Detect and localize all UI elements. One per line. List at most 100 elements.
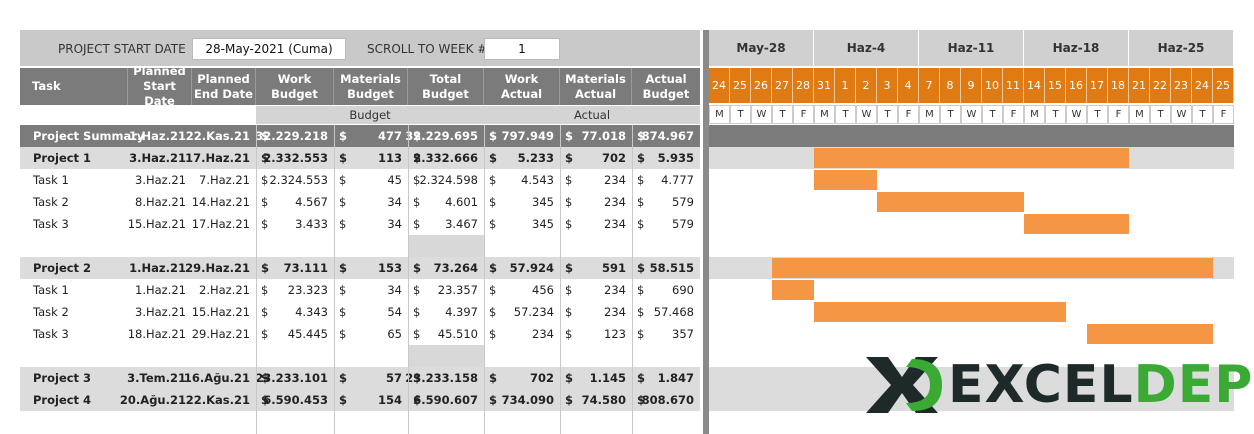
cell-start[interactable]: 1.Haz.21 bbox=[128, 125, 192, 147]
cell-end[interactable]: 29.Haz.21 bbox=[185, 257, 256, 279]
gantt-bar[interactable] bbox=[877, 192, 1024, 212]
cell-end[interactable]: 15.Haz.21 bbox=[192, 301, 256, 323]
cell-wa[interactable]: $5.233 bbox=[484, 147, 560, 169]
cell-tb[interactable]: $45.510 bbox=[408, 323, 484, 345]
cell-end[interactable]: 22.Kas.21 bbox=[186, 125, 256, 147]
cell-mb[interactable]: $154 bbox=[334, 389, 408, 411]
cell-wb[interactable]: $2.332.553 bbox=[256, 147, 334, 169]
cell-start[interactable]: 18.Haz.21 bbox=[128, 323, 192, 345]
cell-task[interactable]: Project 3 bbox=[20, 367, 128, 389]
cell-ma[interactable]: $591 bbox=[560, 257, 632, 279]
cell-end[interactable]: 17.Haz.21 bbox=[185, 147, 256, 169]
cell-task[interactable]: Task 1 bbox=[20, 169, 128, 191]
cell-ab[interactable]: $5.935 bbox=[632, 147, 700, 169]
cell-ab[interactable]: $808.670 bbox=[632, 389, 700, 411]
cell-ma[interactable]: $234 bbox=[560, 301, 632, 323]
cell-wa[interactable]: $797.949 bbox=[484, 125, 560, 147]
cell-tb[interactable]: $73.264 bbox=[408, 257, 484, 279]
cell-ab[interactable]: $1.847 bbox=[632, 367, 700, 389]
cell-ma[interactable]: $74.580 bbox=[560, 389, 632, 411]
cell-tb[interactable]: $23.357 bbox=[408, 279, 484, 301]
cell-mb[interactable]: $34 bbox=[334, 279, 408, 301]
cell-wa[interactable]: $702 bbox=[484, 367, 560, 389]
cell-wb[interactable]: $4.567 bbox=[256, 191, 334, 213]
cell-wb[interactable]: $3.433 bbox=[256, 213, 334, 235]
cell-mb[interactable]: $54 bbox=[334, 301, 408, 323]
cell-wa[interactable]: $345 bbox=[484, 191, 560, 213]
cell-start[interactable]: 3.Haz.21 bbox=[128, 169, 192, 191]
cell-tb[interactable]: $3.467 bbox=[408, 213, 484, 235]
cell-task[interactable]: Project 2 bbox=[20, 257, 128, 279]
cell-wa[interactable]: $345 bbox=[484, 213, 560, 235]
gantt-bar[interactable] bbox=[1087, 324, 1213, 344]
cell-ma[interactable]: $234 bbox=[560, 279, 632, 301]
cell-ma[interactable]: $234 bbox=[560, 191, 632, 213]
cell-mb[interactable]: $113 bbox=[334, 147, 408, 169]
cell-mb[interactable]: $477 bbox=[334, 125, 408, 147]
cell-wa[interactable]: $57.234 bbox=[484, 301, 560, 323]
cell-tb[interactable]: $4.601 bbox=[408, 191, 484, 213]
cell-task[interactable]: Project 1 bbox=[20, 147, 128, 169]
cell-ab[interactable]: $874.967 bbox=[632, 125, 700, 147]
cell-wb[interactable]: $45.445 bbox=[256, 323, 334, 345]
cell-start[interactable]: 3.Haz.21 bbox=[128, 147, 192, 169]
cell-wb[interactable]: $4.343 bbox=[256, 301, 334, 323]
cell-ab[interactable]: $57.468 bbox=[632, 301, 700, 323]
cell-mb[interactable]: $45 bbox=[334, 169, 408, 191]
cell-task[interactable]: Project Summary bbox=[20, 125, 144, 147]
cell-end[interactable]: 2.Haz.21 bbox=[192, 279, 256, 301]
cell-start[interactable]: 20.Ağu.21 bbox=[120, 389, 192, 411]
cell-ab[interactable]: $58.515 bbox=[632, 257, 700, 279]
cell-ma[interactable]: $702 bbox=[560, 147, 632, 169]
cell-tb[interactable]: $23.233.158 bbox=[405, 367, 484, 389]
cell-wa[interactable]: $734.090 bbox=[484, 389, 560, 411]
cell-ab[interactable]: $357 bbox=[632, 323, 700, 345]
cell-wb[interactable]: $6.590.453 bbox=[256, 389, 334, 411]
cell-mb[interactable]: $34 bbox=[334, 213, 408, 235]
cell-task[interactable]: Task 3 bbox=[20, 213, 128, 235]
cell-tb[interactable]: $2.324.598 bbox=[408, 169, 484, 191]
cell-ab[interactable]: $690 bbox=[632, 279, 700, 301]
cell-mb[interactable]: $65 bbox=[334, 323, 408, 345]
gantt-bar[interactable] bbox=[1024, 214, 1129, 234]
cell-wa[interactable]: $456 bbox=[484, 279, 560, 301]
gantt-bar[interactable] bbox=[814, 148, 1129, 168]
cell-end[interactable]: 14.Haz.21 bbox=[192, 191, 256, 213]
cell-wb[interactable]: $73.111 bbox=[256, 257, 334, 279]
cell-start[interactable]: 3.Tem.21 bbox=[127, 367, 192, 389]
cell-tb[interactable]: $4.397 bbox=[408, 301, 484, 323]
cell-ma[interactable]: $1.145 bbox=[560, 367, 632, 389]
cell-end[interactable]: 7.Haz.21 bbox=[192, 169, 256, 191]
cell-start[interactable]: 3.Haz.21 bbox=[128, 301, 192, 323]
project-start-input[interactable]: 28-May-2021 (Cuma) bbox=[192, 38, 346, 60]
cell-wb[interactable]: $32.229.218 bbox=[255, 125, 334, 147]
cell-ma[interactable]: $234 bbox=[560, 213, 632, 235]
cell-wb[interactable]: $2.324.553 bbox=[256, 169, 334, 191]
cell-mb[interactable]: $57 bbox=[334, 367, 408, 389]
cell-task[interactable]: Project 4 bbox=[20, 389, 128, 411]
scroll-week-input[interactable]: 1 bbox=[484, 38, 560, 60]
cell-start[interactable]: 1.Haz.21 bbox=[128, 257, 192, 279]
cell-tb[interactable]: $2.332.666 bbox=[408, 147, 484, 169]
cell-end[interactable]: 22.Kas.21 bbox=[186, 389, 256, 411]
gantt-bar[interactable] bbox=[814, 170, 877, 190]
cell-end[interactable]: 16.Ağu.21 bbox=[184, 367, 256, 389]
cell-ma[interactable]: $77.018 bbox=[560, 125, 632, 147]
cell-ma[interactable]: $234 bbox=[560, 169, 632, 191]
cell-tb[interactable]: $32.229.695 bbox=[405, 125, 484, 147]
cell-task[interactable]: Task 2 bbox=[20, 301, 128, 323]
cell-ab[interactable]: $4.777 bbox=[632, 169, 700, 191]
cell-wa[interactable]: $234 bbox=[484, 323, 560, 345]
cell-ma[interactable]: $123 bbox=[560, 323, 632, 345]
cell-mb[interactable]: $153 bbox=[334, 257, 408, 279]
cell-mb[interactable]: $34 bbox=[334, 191, 408, 213]
cell-start[interactable]: 1.Haz.21 bbox=[128, 279, 192, 301]
gantt-bar[interactable] bbox=[772, 280, 814, 300]
cell-wb[interactable]: $23.233.101 bbox=[255, 367, 334, 389]
gantt-bar[interactable] bbox=[772, 258, 1213, 278]
cell-start[interactable]: 8.Haz.21 bbox=[128, 191, 192, 213]
cell-wb[interactable]: $23.323 bbox=[256, 279, 334, 301]
cell-tb[interactable]: $6.590.607 bbox=[408, 389, 484, 411]
cell-wa[interactable]: $4.543 bbox=[484, 169, 560, 191]
gantt-bar[interactable] bbox=[814, 302, 1066, 322]
